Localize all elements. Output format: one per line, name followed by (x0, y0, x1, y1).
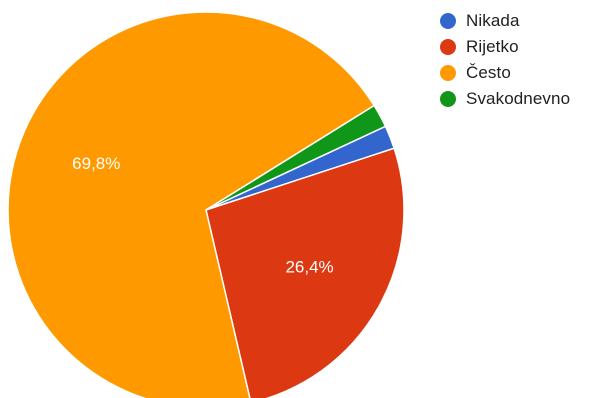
chart-legend: Nikada Rijetko Često Svakodnevno (440, 8, 570, 112)
pie-slice--esto[interactable] (7, 11, 376, 398)
legend-swatch-rijetko (440, 39, 456, 55)
legend-item-svakodnevno[interactable]: Svakodnevno (440, 86, 570, 112)
legend-label: Rijetko (466, 37, 519, 56)
legend-swatch-cesto (440, 65, 456, 81)
legend-label: Nikada (466, 11, 520, 30)
legend-item-rijetko[interactable]: Rijetko (440, 34, 570, 60)
legend-item-cesto[interactable]: Često (440, 60, 570, 86)
legend-item-nikada[interactable]: Nikada (440, 8, 570, 34)
data-label-rijetko: 26,4% (285, 258, 333, 277)
pie-slice-svakodnevno[interactable] (205, 104, 387, 211)
pie-slice-rijetko[interactable] (205, 147, 405, 398)
pie-data-labels: 26,4% 69,8% (72, 154, 333, 277)
data-label--esto: 69,8% (72, 154, 120, 173)
legend-swatch-svakodnevno (440, 91, 456, 107)
legend-swatch-nikada (440, 13, 456, 29)
legend-label: Često (466, 63, 511, 82)
legend-label: Svakodnevno (466, 89, 571, 108)
pie-slices (7, 11, 405, 398)
